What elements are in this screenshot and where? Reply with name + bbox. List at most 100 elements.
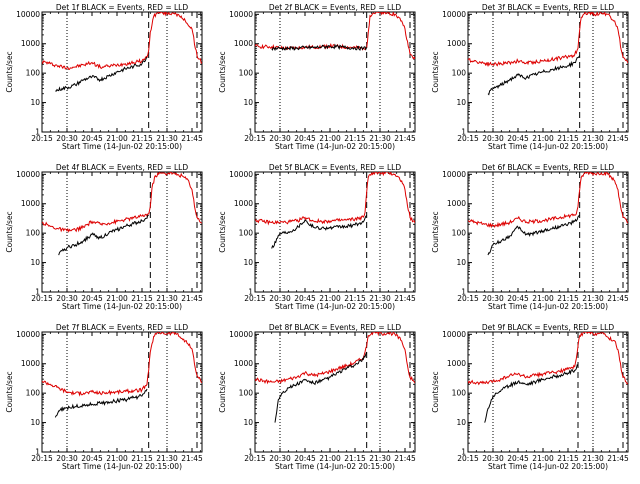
x-tick-label: 21:45 xyxy=(607,294,629,303)
x-tick-label: 21:30 xyxy=(582,454,604,463)
series-group xyxy=(468,172,628,256)
plot-title: Det 7f BLACK = Events, RED = LLD xyxy=(56,323,189,332)
lld-series-line xyxy=(255,332,415,385)
y-tick-label: 1000 xyxy=(234,359,253,368)
y-tick-label: 10000 xyxy=(442,170,466,179)
x-tick-label: 20:30 xyxy=(482,134,504,143)
y-tick-label: 100 xyxy=(239,389,254,398)
x-tick-label: 20:30 xyxy=(269,294,291,303)
series-group xyxy=(255,12,415,60)
x-tick-label: 20:30 xyxy=(269,454,291,463)
x-tick-label: 20:45 xyxy=(81,294,103,303)
lld-series-line xyxy=(42,12,202,70)
plot-title: Det 3f BLACK = Events, RED = LLD xyxy=(482,3,615,12)
series-group xyxy=(42,172,202,256)
x-tick-label: 20:30 xyxy=(56,294,78,303)
series-group xyxy=(255,332,415,423)
plot-frame xyxy=(254,171,416,293)
plot-frame xyxy=(41,171,203,293)
y-axis-label: Counts/sec xyxy=(218,51,227,92)
x-tick-label: 21:00 xyxy=(532,294,554,303)
y-tick-label: 10000 xyxy=(229,10,253,19)
x-tick-label: 21:00 xyxy=(319,294,341,303)
y-axis-label: Counts/sec xyxy=(431,211,440,252)
x-axis-label: Start Time (14-Jun-02 20:15:00) xyxy=(62,462,182,471)
events-series-line xyxy=(274,351,368,423)
y-tick-label: 100 xyxy=(26,389,41,398)
y-tick-label: 10 xyxy=(243,418,253,427)
y-tick-label: 1 xyxy=(461,128,466,137)
x-tick-label: 21:00 xyxy=(319,134,341,143)
y-tick-label: 100 xyxy=(452,389,467,398)
x-tick-label: 21:45 xyxy=(394,134,416,143)
y-tick-label: 100 xyxy=(239,69,254,78)
events-series-line xyxy=(271,215,368,249)
lld-series-line xyxy=(468,12,628,67)
x-tick-label: 21:30 xyxy=(156,134,178,143)
y-tick-label: 10000 xyxy=(16,10,40,19)
y-tick-label: 100 xyxy=(239,229,254,238)
detector-panel-2: Det 2f BLACK = Events, RED = LLD 1 10 100 10… xyxy=(218,3,416,151)
x-tick-label: 21:15 xyxy=(131,294,153,303)
y-tick-label: 10 xyxy=(456,258,466,267)
x-axis-label: Start Time (14-Jun-02 20:15:00) xyxy=(275,302,395,311)
y-tick-label: 10 xyxy=(243,258,253,267)
y-tick-label: 1 xyxy=(461,448,466,457)
y-tick-label: 1 xyxy=(35,448,40,457)
x-axis-label: Start Time (14-Jun-02 20:15:00) xyxy=(488,142,608,151)
x-tick-label: 20:30 xyxy=(482,294,504,303)
y-tick-label: 1 xyxy=(35,288,40,297)
y-axis-label: Counts/sec xyxy=(5,51,14,92)
detector-panel-8: Det 8f BLACK = Events, RED = LLD 1 10 100 10… xyxy=(218,323,416,471)
x-tick-label: 20:30 xyxy=(56,454,78,463)
x-tick-label: 21:15 xyxy=(344,294,366,303)
x-tick-label: 21:00 xyxy=(106,134,128,143)
series-group xyxy=(42,332,202,418)
x-tick-label: 20:15 xyxy=(457,454,479,463)
detector-panel-6: Det 6f BLACK = Events, RED = LLD 1 10 100 10… xyxy=(431,163,629,311)
y-tick-label: 10 xyxy=(243,98,253,107)
y-tick-label: 100 xyxy=(26,229,41,238)
x-tick-label: 21:45 xyxy=(394,294,416,303)
plot-title: Det 5f BLACK = Events, RED = LLD xyxy=(269,163,402,172)
y-axis-label: Counts/sec xyxy=(218,371,227,412)
x-tick-label: 21:30 xyxy=(369,454,391,463)
y-tick-label: 1 xyxy=(248,128,253,137)
plot-frame xyxy=(41,331,203,453)
x-tick-label: 21:00 xyxy=(532,454,554,463)
y-tick-label: 1000 xyxy=(21,199,40,208)
plot-frame xyxy=(41,11,203,133)
y-axis-label: Counts/sec xyxy=(5,211,14,252)
plot-frame xyxy=(467,331,629,453)
y-tick-label: 1000 xyxy=(447,39,466,48)
x-tick-label: 21:30 xyxy=(156,294,178,303)
y-tick-label: 1 xyxy=(461,288,466,297)
events-series-line xyxy=(54,388,148,418)
y-axis-label: Counts/sec xyxy=(431,371,440,412)
x-axis-label: Start Time (14-Jun-02 20:15:00) xyxy=(488,302,608,311)
y-tick-label: 10000 xyxy=(442,330,466,339)
y-axis-label: Counts/sec xyxy=(431,51,440,92)
y-tick-label: 10 xyxy=(456,418,466,427)
y-tick-label: 10 xyxy=(456,98,466,107)
x-tick-label: 21:45 xyxy=(394,454,416,463)
y-tick-label: 10000 xyxy=(442,10,466,19)
x-tick-label: 21:00 xyxy=(319,454,341,463)
x-tick-label: 20:45 xyxy=(507,134,529,143)
x-tick-label: 21:15 xyxy=(131,134,153,143)
x-tick-label: 21:30 xyxy=(156,454,178,463)
series-group xyxy=(468,332,628,423)
events-series-line xyxy=(271,43,368,52)
x-tick-label: 21:45 xyxy=(181,134,203,143)
x-tick-label: 20:30 xyxy=(482,454,504,463)
lld-series-line xyxy=(468,332,628,386)
plot-title: Det 6f BLACK = Events, RED = LLD xyxy=(482,163,615,172)
x-tick-label: 21:45 xyxy=(181,294,203,303)
y-tick-label: 100 xyxy=(26,69,41,78)
x-axis-label: Start Time (14-Jun-02 20:15:00) xyxy=(275,142,395,151)
y-tick-label: 10000 xyxy=(16,170,40,179)
y-tick-label: 1000 xyxy=(447,359,466,368)
y-tick-label: 100 xyxy=(452,69,467,78)
y-tick-label: 10 xyxy=(30,418,40,427)
